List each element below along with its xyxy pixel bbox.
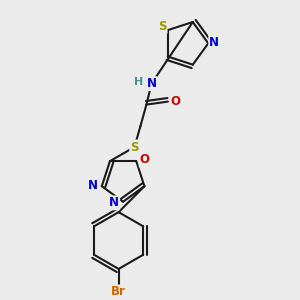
Text: N: N <box>109 196 119 209</box>
Text: N: N <box>146 77 157 90</box>
Text: H: H <box>134 77 144 88</box>
Text: N: N <box>88 178 98 191</box>
Text: O: O <box>171 95 181 108</box>
Text: O: O <box>140 154 150 166</box>
Text: Br: Br <box>111 285 126 298</box>
Text: S: S <box>158 20 166 33</box>
Text: N: N <box>209 36 219 49</box>
Text: S: S <box>130 140 139 154</box>
